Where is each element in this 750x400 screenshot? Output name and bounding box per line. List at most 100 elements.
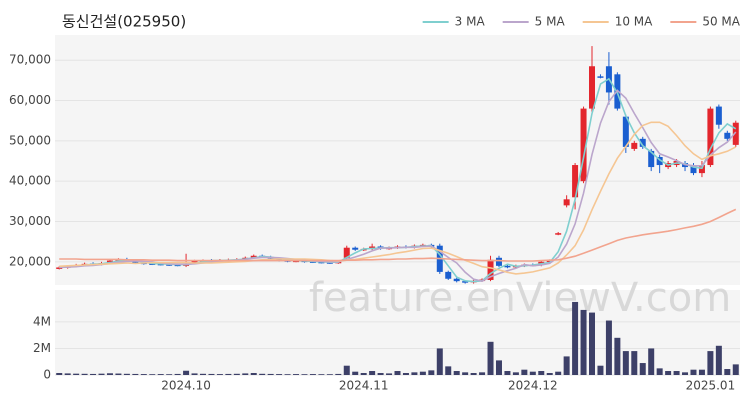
volume-bar <box>377 373 384 375</box>
volume-bar <box>495 360 502 375</box>
volume-bar <box>512 372 519 375</box>
candle-body <box>715 106 722 125</box>
volume-bar <box>284 374 291 375</box>
volume-bar <box>563 356 570 375</box>
candle-body <box>631 142 638 149</box>
volume-bar <box>580 309 587 375</box>
volume-bar <box>191 373 198 375</box>
volume-bar <box>106 373 113 375</box>
volume-bar <box>436 348 443 375</box>
volume-bar <box>572 301 579 375</box>
y-tick-label: 0 <box>43 368 51 382</box>
volume-bar <box>276 374 283 375</box>
y-tick-label: 50,000 <box>9 133 51 147</box>
candle-body <box>555 233 562 235</box>
candle-body <box>343 247 350 258</box>
price-panel <box>55 35 740 285</box>
volume-bar <box>309 374 316 375</box>
volume-bar <box>140 374 147 375</box>
volume-bar <box>682 372 689 375</box>
chart-title: 동신건설(025950) <box>62 13 186 31</box>
candle-body <box>572 165 579 198</box>
volume-bar <box>631 351 638 375</box>
volume-bar <box>597 365 604 375</box>
legend-label: 50 MA <box>702 15 740 29</box>
volume-bar <box>267 373 274 375</box>
volume-bar <box>81 373 88 375</box>
candle-body <box>580 108 587 182</box>
candle-body <box>445 271 452 279</box>
volume-bar <box>259 373 266 375</box>
volume-bar <box>293 374 300 375</box>
candle-body <box>352 247 359 250</box>
volume-bar <box>199 373 206 375</box>
volume-bar <box>90 373 97 375</box>
volume-bar <box>529 371 536 375</box>
ma-line <box>59 89 737 283</box>
volume-bar <box>479 372 486 375</box>
x-tick-label: 2024.11 <box>339 379 389 393</box>
volume-bar <box>538 371 545 375</box>
volume-bar <box>732 364 739 375</box>
candle-body <box>597 76 604 78</box>
volume-bar <box>233 373 240 375</box>
candle-body <box>732 122 739 145</box>
candle-body <box>563 199 570 206</box>
volume-bar <box>166 374 173 375</box>
volume-bar <box>639 363 646 375</box>
legend-label: 5 MA <box>535 15 566 29</box>
x-tick-label: 2024.10 <box>161 379 211 393</box>
volume-bar <box>394 371 401 375</box>
volume-bar <box>715 345 722 375</box>
volume-bar <box>386 373 393 375</box>
volume-bar <box>470 373 477 375</box>
volume-bar <box>352 371 359 375</box>
y-tick-label: 60,000 <box>9 93 51 107</box>
volume-bar <box>183 370 190 375</box>
volume-bar <box>589 312 596 375</box>
y-tick-label: 70,000 <box>9 53 51 67</box>
candle-body <box>495 257 502 266</box>
ma-line <box>59 121 737 275</box>
candle-body <box>487 259 494 280</box>
y-tick-label: 20,000 <box>9 254 51 268</box>
y-tick-label: 40,000 <box>9 174 51 188</box>
candle-body <box>589 66 596 109</box>
volume-bar <box>614 337 621 375</box>
volume-bar <box>132 373 139 375</box>
volume-bar <box>724 369 731 375</box>
volume-bar <box>521 369 528 375</box>
candle-body <box>648 150 655 168</box>
y-tick-label: 4M <box>33 314 51 328</box>
legend-label: 3 MA <box>455 15 486 29</box>
volume-bar <box>698 369 705 375</box>
candle-body <box>656 156 663 166</box>
volume-bar <box>73 373 80 375</box>
volume-bar <box>318 374 325 375</box>
volume-bar <box>411 372 418 375</box>
volume-bar <box>605 320 612 375</box>
volume-bar <box>250 373 257 375</box>
volume-bar <box>149 374 156 375</box>
volume-bar <box>402 373 409 375</box>
volume-bar <box>622 351 629 375</box>
volume-bar <box>56 373 63 375</box>
volume-bar <box>445 366 452 375</box>
volume-bar <box>301 374 308 375</box>
volume-bar <box>242 373 249 375</box>
volume-bar <box>462 372 469 375</box>
candle-body <box>56 267 63 269</box>
candle-body <box>250 255 257 258</box>
y-tick-label: 2M <box>33 341 51 355</box>
volume-bar <box>343 365 350 375</box>
candle-body <box>462 281 469 283</box>
volume-bar <box>419 371 426 375</box>
volume-bar <box>335 373 342 375</box>
candle-body <box>639 138 646 147</box>
x-tick-label: 2024.12 <box>508 379 558 393</box>
volume-bar <box>360 373 367 375</box>
legend-label: 10 MA <box>615 15 653 29</box>
x-tick-label: 2025.01 <box>686 379 736 393</box>
candle-body <box>504 265 511 268</box>
volume-bar <box>174 373 181 375</box>
